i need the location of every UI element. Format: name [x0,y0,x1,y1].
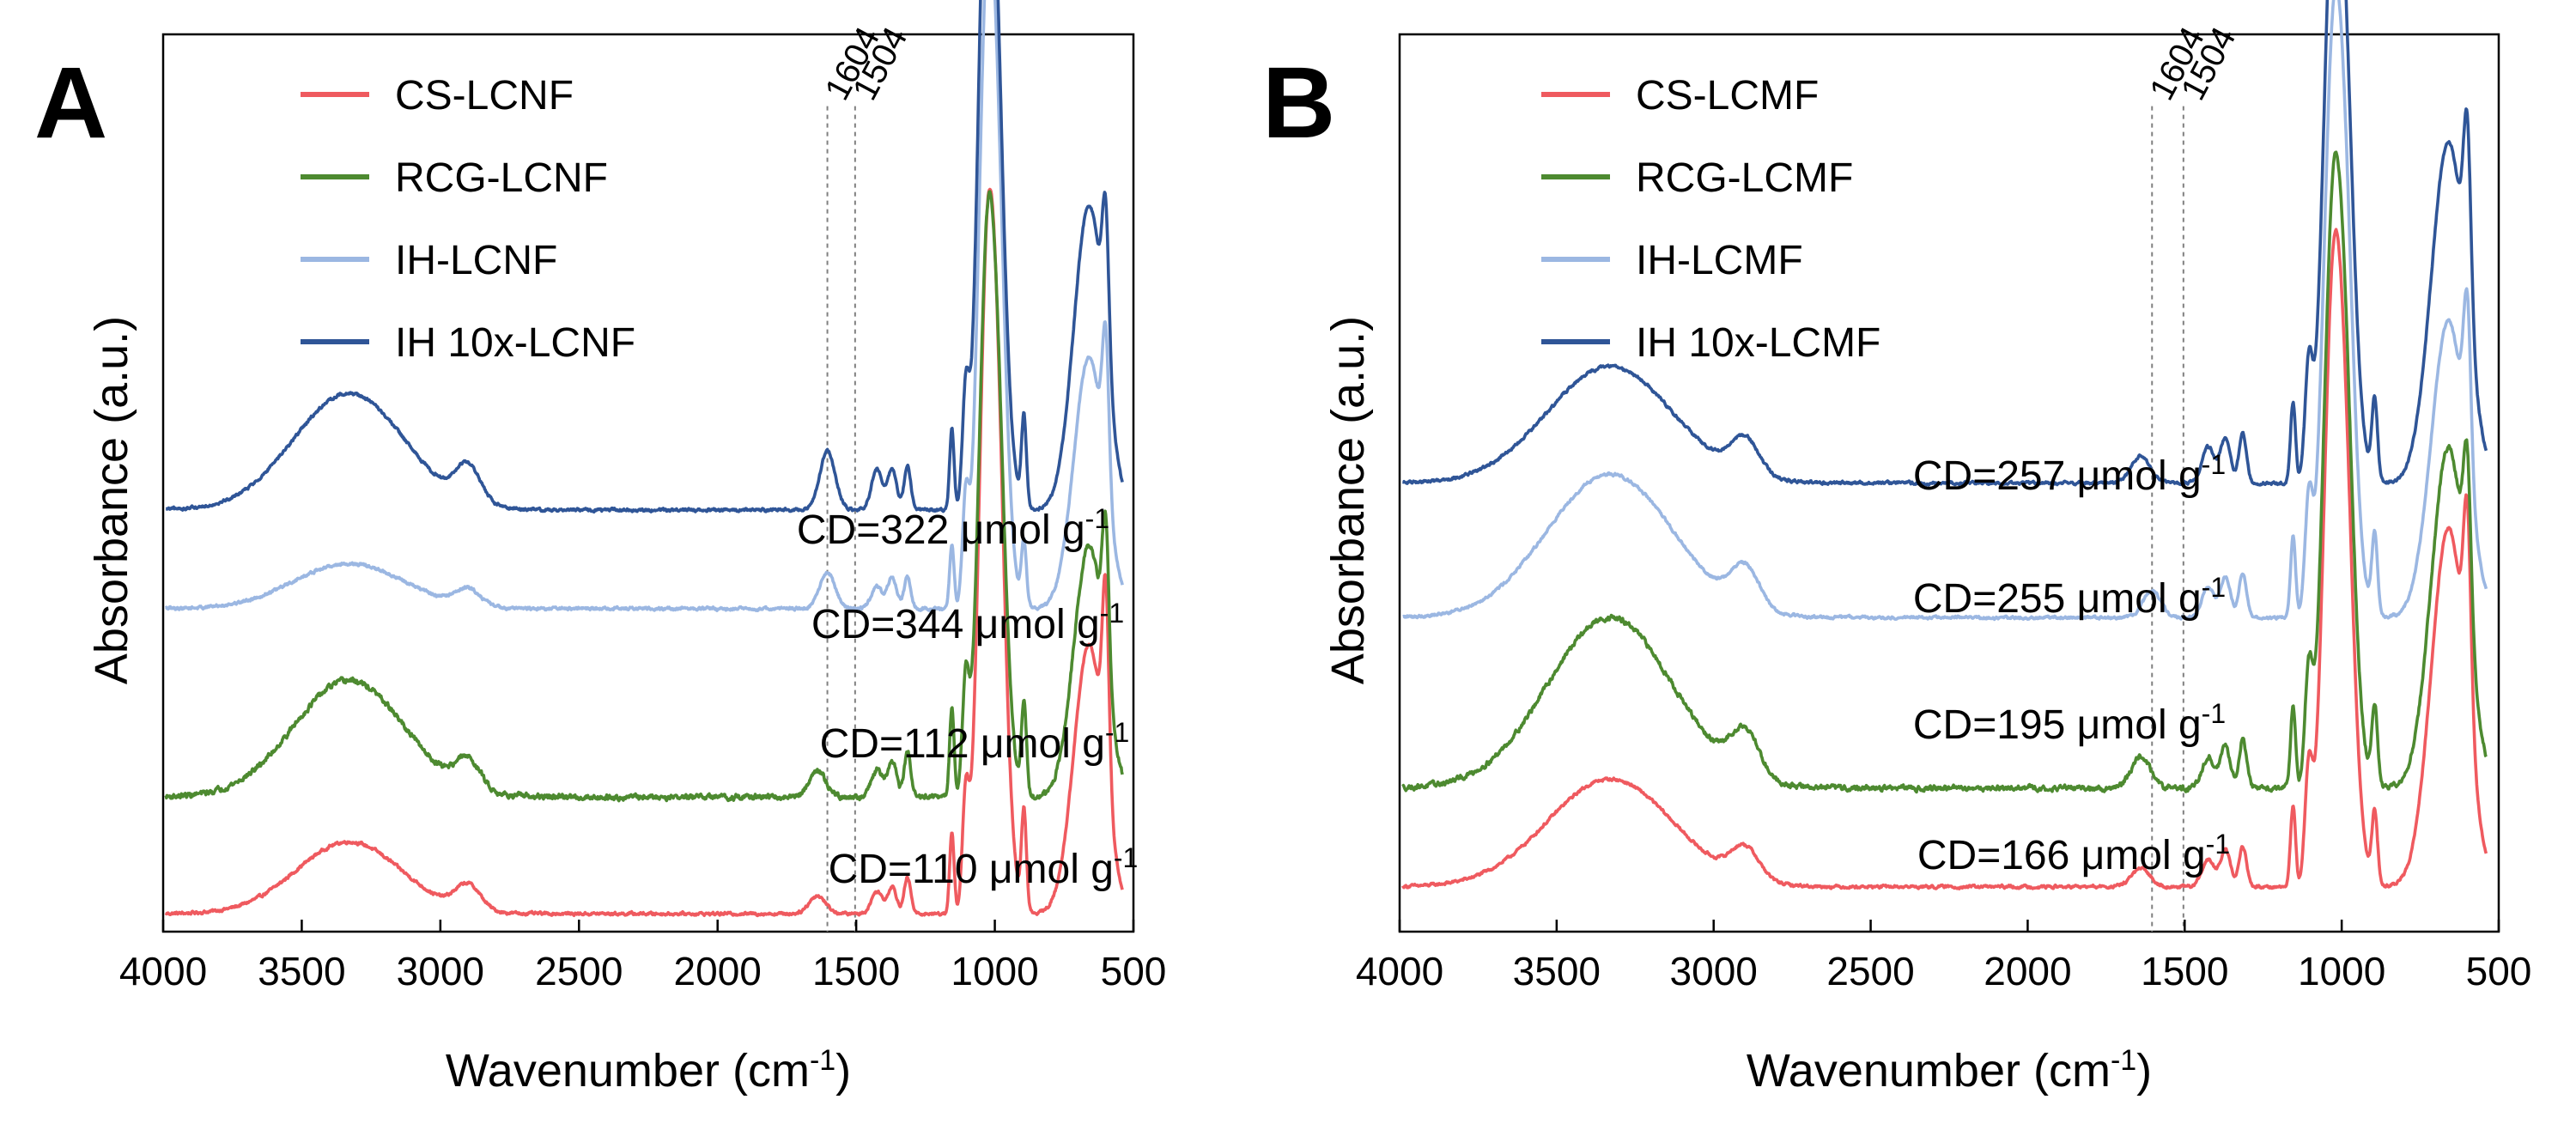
panel-B-annotations: B CS-LCMF RCG-LCMF IH-LCMF IH 10x-LCMF CD=166… [1262,46,2230,878]
series-line-cs-lcnf [164,187,1124,918]
series-line-cs-lcmf [1401,228,2488,890]
x-tick-label: 3500 [258,949,345,993]
series-line-ih-lcnf [164,0,1124,612]
x-tick-label: 4000 [119,949,207,993]
x-tick-label: 1000 [2298,949,2385,993]
panel-A-annotations: A CS-LCNF RCG-LCNF IH-LCNF IH 10x-LCNF CD=110… [34,46,1138,892]
series-line-ih-lcmf [1401,0,2488,622]
cd-annotation: CD=257 μmol g-1 [1913,449,2226,499]
legend-label: IH-LCNF [395,238,557,283]
y-axis-label: Absorbance (a.u.) [86,316,137,684]
y-axis-label: Absorbance (a.u.) [1322,316,1374,684]
series-line-rcg-lcnf [164,190,1124,803]
series-line-ih-10x-lcnf [165,0,1124,514]
cd-annotation: CD=322 μmol g-1 [797,503,1109,553]
panel-letter: A [34,46,107,160]
panel-letter: B [1262,46,1335,160]
x-tick-label: 2000 [1984,949,2071,993]
cd-annotation: CD=112 μmol g-1 [820,717,1130,767]
x-tick-label: 1500 [812,949,900,993]
legend-label: RCG-LCMF [1636,155,1853,201]
legend-label: IH 10x-LCMF [1636,320,1880,366]
cd-annotation: CD=110 μmol g-1 [829,842,1139,892]
x-tick-label: 4000 [1356,949,1443,993]
cd-annotation: CD=255 μmol g-1 [1913,572,2226,622]
x-tick-label: 1500 [2141,949,2228,993]
legend-label: CS-LCNF [395,73,574,118]
cd-annotation: CD=195 μmol g-1 [1913,698,2226,748]
series-line-rcg-lcmf [1401,150,2488,794]
legend: CS-LCNF RCG-LCNF IH-LCNF IH 10x-LCNF [301,73,635,366]
series-line-ih-10x-lcmf [1401,0,2488,487]
legend-label: CS-LCMF [1636,73,1819,118]
legend-label: RCG-LCNF [395,155,608,201]
plot-frame [161,33,1135,933]
cd-annotation: CD=166 μmol g-1 [1917,829,2230,878]
legend-label: IH 10x-LCNF [395,320,635,366]
x-tick-label: 1000 [951,949,1038,993]
x-tick-label: 2500 [1826,949,1914,993]
x-tick-label: 500 [1101,949,1167,993]
plot-frame [1398,33,2500,933]
x-tick-label: 2000 [674,949,762,993]
x-tick-label: 500 [2466,949,2532,993]
x-tick-label: 3000 [1670,949,1758,993]
legend-label: IH-LCMF [1636,238,1803,283]
legend: CS-LCMF RCG-LCMF IH-LCMF IH 10x-LCMF [1541,73,1880,366]
cd-annotation: CD=344 μmol g-1 [811,598,1124,647]
x-axis-label: Wavenumber (cm-1) [1747,1044,2152,1097]
x-tick-label: 3000 [397,949,484,993]
x-tick-label: 2500 [535,949,623,993]
x-tick-label: 3500 [1513,949,1601,993]
x-axis-label: Wavenumber (cm-1) [446,1044,851,1097]
